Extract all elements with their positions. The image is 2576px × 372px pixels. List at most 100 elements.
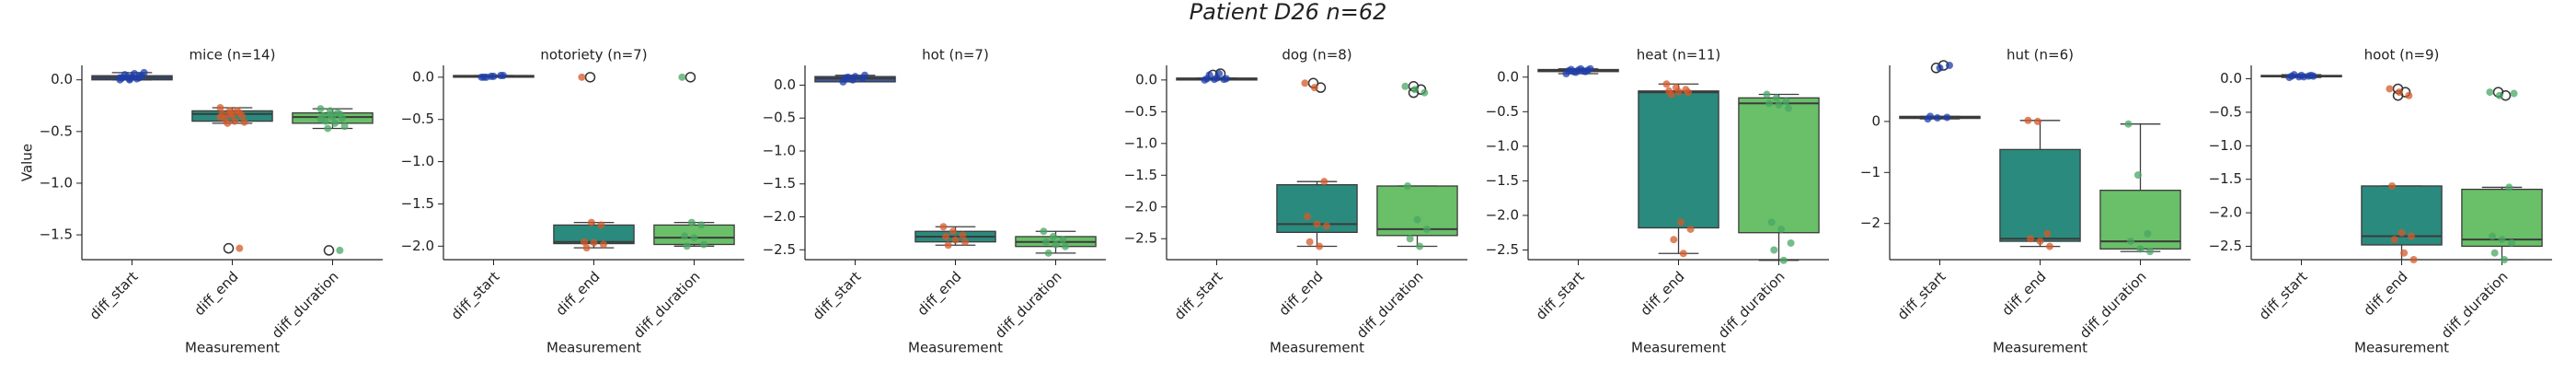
strip-point [1765,99,1774,108]
subplot-title: notoriety (n=7) [540,47,647,64]
strip-point [1404,182,1412,191]
subplot-title: hoot (n=9) [2364,47,2440,64]
y-tick-label: −1.5 [1124,167,1157,183]
x-tick-label: diff_end [1999,268,2051,320]
strip-point [233,107,241,115]
strip-point [1926,112,1935,121]
strip-point [699,240,707,249]
strip-point [944,241,952,250]
y-tick-label: −2.0 [763,208,796,225]
strip-point [2507,238,2515,247]
strip-point [860,71,868,79]
y-tick-label: −1.5 [763,175,796,192]
y-tick-label: −1.5 [401,195,434,212]
strip-point [2390,236,2398,244]
strip-point [582,244,591,252]
strip-point [687,218,696,227]
strip-point [331,119,339,127]
x-axis-label: Measurement [1631,340,1726,356]
strip-point [116,74,124,82]
strip-point [2043,229,2052,238]
strip-point [1677,218,1685,227]
strip-point [2498,236,2506,244]
x-tick-label: diff_duration [2438,268,2512,342]
strip-point [1787,238,1795,247]
strip-point [2405,91,2413,99]
strip-point [1579,67,1587,76]
strip-point [1320,178,1328,186]
strip-point [939,223,948,231]
strip-point [236,244,244,252]
x-tick-label: diff_start [1533,268,1589,324]
x-tick-label: diff_duration [1715,268,1788,342]
y-tick-label: −1.5 [2209,170,2242,187]
box [1738,97,1820,234]
y-tick-label: −1.0 [1124,134,1157,151]
strip-point [1322,222,1330,230]
strip-point [1684,88,1692,97]
subplot-title: heat (n=11) [1637,47,1720,64]
strip-point [2300,73,2308,81]
y-tick-label: −0.5 [2209,103,2242,120]
strip-point [2024,116,2032,124]
strip-point [959,231,967,239]
strip-point [1670,236,1678,244]
strip-point [2144,229,2152,238]
x-tick-label: diff_start [448,268,504,324]
strip-point [1305,238,1314,246]
strip-point [326,110,334,119]
x-tick-label: diff_start [2256,268,2312,324]
strip-point [1772,94,1780,102]
y-tick-label: −1.0 [2209,137,2242,154]
y-tick-label: 0.0 [2220,70,2242,87]
strip-point [1782,98,1790,106]
strip-point [2386,85,2394,93]
strip-point [1422,225,1431,233]
strip-point [2033,117,2041,125]
strip-point [1413,215,1421,224]
strip-point [340,122,349,131]
y-tick-label: −2.5 [763,241,796,258]
strip-point [2124,120,2133,128]
x-tick-label: diff_duration [269,268,342,342]
strip-point [2489,232,2497,240]
flier [584,72,596,83]
strip-point [338,114,346,122]
flier [323,245,335,256]
strip-point [2290,71,2298,79]
strip-point [1570,67,1578,76]
strip-point [1052,240,1060,249]
strip-point [1586,64,1594,73]
strip-point [2395,88,2403,97]
strip-point [1943,113,1951,122]
strip-point [1767,218,1776,227]
strip-point [1763,90,1771,99]
y-tick-label: −2.5 [1486,241,1519,258]
y-tick-label: −1.0 [1486,137,1519,154]
strip-point [135,72,144,80]
strip-point [578,73,586,81]
strip-point [2136,245,2145,253]
strip-point [949,227,957,236]
flier [223,242,235,254]
strip-point [1420,88,1429,97]
strip-point [1667,90,1675,99]
x-axis-label: Measurement [1270,340,1364,356]
strip-point [1770,246,1778,254]
strip-point [324,124,332,133]
x-tick-label: diff_duration [630,268,704,342]
y-tick-label: −1.5 [40,227,73,243]
strip-point [2309,72,2317,80]
strip-point [1777,225,1786,233]
strip-point [2036,238,2044,246]
strip-point [1945,62,1953,69]
x-axis-label: Measurement [185,340,280,356]
strip-point [1933,114,1941,122]
strip-point [1313,220,1321,228]
strip-point [1686,225,1695,233]
subplot-title: hot (n=7) [922,47,989,64]
strip-point [851,73,859,81]
strip-point [216,113,224,122]
strip-point [1205,71,1213,79]
